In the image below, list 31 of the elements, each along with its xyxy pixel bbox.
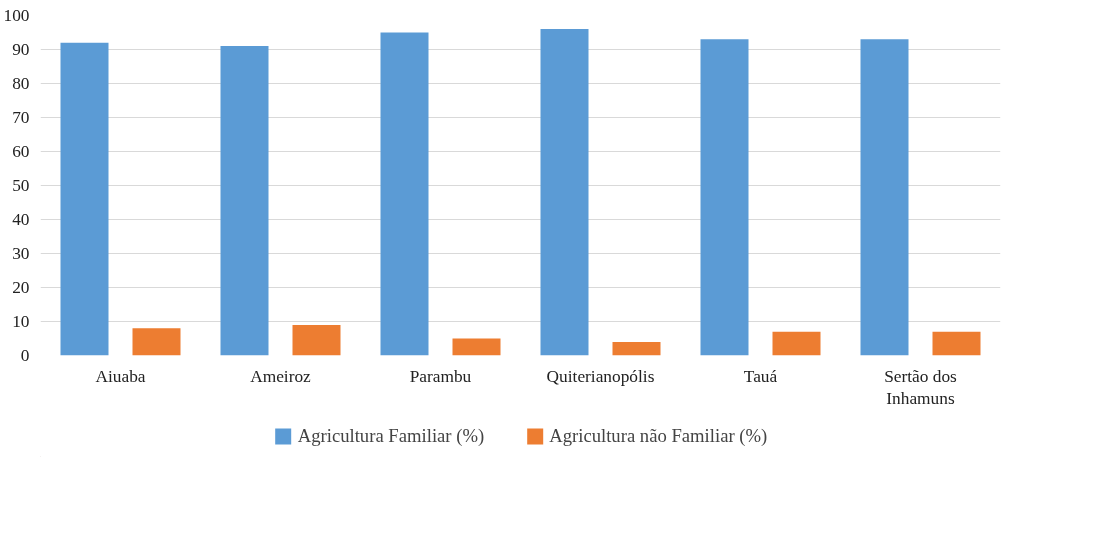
- bar: [60, 42, 109, 356]
- x-tick-label: Ameiroz: [250, 366, 312, 386]
- x-tick-label: Tauá: [743, 366, 778, 386]
- bar: [612, 341, 661, 356]
- bar: [380, 32, 429, 356]
- y-tick-label: 80: [12, 74, 30, 93]
- y-tick-label: 50: [12, 176, 30, 195]
- y-tick-label: 30: [12, 244, 30, 263]
- y-tick-label: 20: [12, 278, 30, 297]
- bar: [452, 338, 501, 356]
- y-tick-label: 40: [12, 210, 30, 229]
- y-tick-label: 10: [12, 312, 30, 331]
- y-tick-label: 100: [3, 6, 30, 25]
- x-tick-label: Sertão dos Inhamuns: [884, 366, 958, 409]
- bar: [292, 324, 341, 356]
- bar: [132, 328, 181, 356]
- y-tick-label: 0: [20, 346, 30, 365]
- y-tick-label: 70: [12, 108, 30, 127]
- bar: [932, 331, 981, 356]
- bar: [772, 331, 821, 356]
- legend-label: Agricultura não Familiar (%): [549, 425, 768, 447]
- bar: [700, 39, 749, 356]
- legend-label: Agricultura Familiar (%): [297, 425, 485, 447]
- x-tick-label: Quiterianopólis: [546, 366, 655, 386]
- bar: [540, 29, 589, 356]
- bar: [220, 46, 269, 356]
- x-tick-label: Aiuaba: [95, 366, 146, 386]
- y-tick-label: 60: [12, 142, 30, 161]
- x-tick-label: Parambu: [409, 366, 472, 386]
- bar: [860, 39, 909, 356]
- y-tick-label: 90: [12, 40, 30, 59]
